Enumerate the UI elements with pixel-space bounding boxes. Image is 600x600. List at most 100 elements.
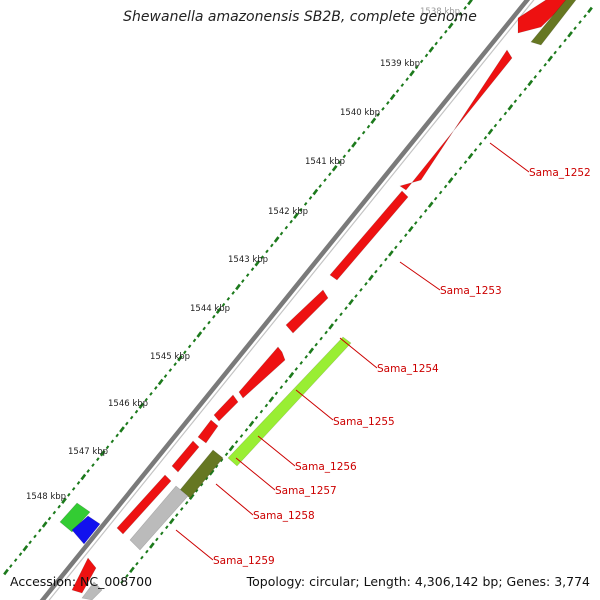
backbone [39, 0, 535, 600]
outer-tick [157, 378, 164, 386]
inner-tick [364, 281, 368, 286]
outer-tick [439, 35, 443, 40]
gene-label[interactable]: Sama_1259 [213, 555, 275, 567]
tick-label: 1543 kbp [228, 255, 268, 265]
inner-tick [145, 549, 149, 554]
gene-label[interactable]: Sama_1253 [440, 285, 502, 297]
gene-label[interactable]: Sama_1252 [529, 167, 591, 179]
outer-tick [96, 457, 100, 462]
gene-label[interactable]: Sama_1258 [253, 510, 315, 522]
inner-tick [423, 208, 428, 213]
inner-tick [135, 561, 139, 566]
gene-label[interactable]: Sama_1257 [275, 485, 337, 497]
inner-tick [234, 440, 239, 444]
outer-tick [428, 46, 435, 53]
feature-bottom-gray [81, 581, 103, 600]
outer-tick [212, 314, 216, 319]
inner-tick [453, 172, 458, 177]
outer-tick [447, 22, 454, 29]
gene-leader-line [399, 261, 441, 291]
outer-tick [3, 568, 9, 576]
inner-tick [120, 580, 124, 584]
outer-tick [361, 130, 366, 135]
gene-label[interactable]: Sama_1254 [377, 363, 439, 375]
inner-tick [288, 371, 295, 379]
outer-tick [308, 196, 313, 200]
outer-tick [9, 564, 13, 568]
inner-tick [334, 318, 338, 323]
outer-tick [144, 397, 148, 402]
outer-tick [303, 201, 308, 206]
inner-tick [224, 452, 229, 457]
inner-tick [523, 87, 528, 91]
feature-sama-1255 [227, 336, 352, 467]
outer-tick [405, 77, 409, 82]
inner-tick [219, 458, 224, 463]
feature-sama-1256 [197, 419, 219, 444]
inner-tick [199, 482, 204, 487]
outer-tick [154, 386, 158, 390]
outer-tick [409, 70, 415, 77]
topology-info: Topology: circular; Length: 4,306,142 bp… [246, 574, 590, 589]
outer-tick [231, 291, 235, 295]
inner-tick [503, 111, 508, 116]
inner-tick [314, 342, 318, 347]
inner-tick [165, 525, 169, 530]
inner-tick [563, 38, 567, 43]
inner-tick [433, 196, 438, 201]
outer-tick [129, 415, 134, 420]
outer-tick [86, 469, 90, 473]
feature-sama-1252 [399, 49, 513, 191]
outer-tick [328, 172, 332, 177]
outer-tick [467, 0, 473, 6]
outer-tick [293, 212, 299, 219]
inner-tick [125, 574, 129, 578]
tick-label: 1540 kbp [340, 108, 380, 118]
inner-tick [527, 79, 534, 87]
outer-tick [187, 344, 192, 349]
outer-tick [67, 492, 71, 497]
tick-label: 1548 kbp [26, 492, 66, 502]
inner-tick [244, 427, 249, 432]
outer-tick [463, 6, 467, 10]
inner-tick [538, 68, 542, 73]
gene-label[interactable]: Sama_1255 [333, 416, 395, 428]
tick-label: 1539 kbp [380, 59, 420, 69]
outer-tick [61, 497, 67, 504]
inner-tick [339, 312, 343, 317]
outer-tick [207, 320, 211, 325]
outer-tick [331, 165, 338, 172]
outer-tick [202, 326, 206, 331]
gene-label[interactable]: Sama_1256 [295, 461, 357, 473]
outer-tick [250, 267, 255, 272]
gene-labels: Sama_1252 Sama_1253 Sama_1254 Sama_1255 Sama… [175, 142, 591, 567]
feature-top-olive [530, 0, 577, 46]
inner-tick [354, 294, 358, 298]
feature-blue-arrow [71, 515, 101, 545]
outer-tick [13, 558, 18, 563]
inner-tick [319, 336, 323, 341]
outer-tick [434, 41, 438, 46]
inner-tick [458, 166, 463, 171]
inner-tick [507, 104, 514, 111]
outer-tick [318, 184, 322, 188]
outer-tick [347, 148, 351, 153]
outer-tick [284, 225, 289, 230]
inner-tick [274, 391, 279, 396]
inner-tick [399, 239, 403, 244]
outer-tick [395, 89, 400, 93]
outer-tick [299, 207, 303, 212]
inner-tick [194, 488, 199, 493]
inner-tick [368, 274, 374, 281]
outer-tick [76, 481, 81, 485]
inner-tick [248, 420, 255, 427]
inner-tick [184, 501, 189, 505]
inner-tick [268, 396, 275, 403]
tick-label: 1544 kbp [190, 304, 230, 314]
inner-tick [384, 257, 388, 262]
inner-tick [374, 269, 378, 274]
inner-tick [214, 464, 219, 469]
inner-tick [533, 75, 537, 79]
outer-tick [221, 302, 226, 307]
